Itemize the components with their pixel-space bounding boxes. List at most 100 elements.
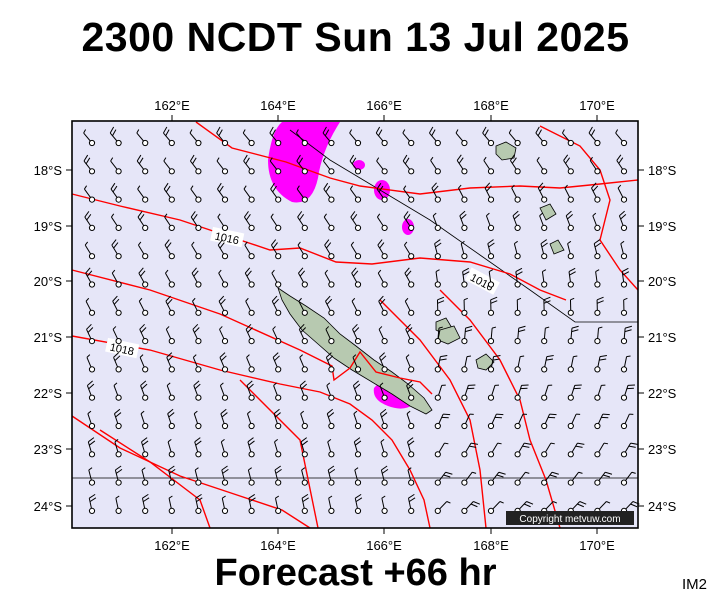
wind-barb xyxy=(85,297,96,316)
wind-barb xyxy=(168,495,175,514)
wind-barb xyxy=(111,269,122,288)
wind-barb xyxy=(193,410,202,430)
wind-barb xyxy=(272,326,282,345)
wind-barb xyxy=(138,297,149,316)
wind-barb xyxy=(459,210,468,231)
wind-barb xyxy=(620,240,628,260)
copyright-text: Copyright metvuw.com xyxy=(519,514,620,525)
wind-barb xyxy=(245,297,255,316)
wind-barb xyxy=(537,182,548,203)
wind-barb xyxy=(164,213,175,231)
wind-barb xyxy=(244,241,255,260)
wind-barb xyxy=(589,156,601,175)
wind-barb xyxy=(189,129,202,147)
wind-barb xyxy=(218,269,229,288)
wind-barb xyxy=(325,352,335,373)
wind-barb xyxy=(535,126,548,147)
wind-barb xyxy=(593,239,602,260)
wind-barb xyxy=(136,154,149,175)
wind-barb xyxy=(88,493,97,514)
wind-barb xyxy=(274,439,282,458)
wind-barb xyxy=(594,471,613,486)
wind-barb xyxy=(432,212,441,231)
wind-barb xyxy=(379,408,388,430)
island-east xyxy=(549,239,565,255)
wind-barb xyxy=(564,184,574,203)
ocean-area xyxy=(72,121,638,528)
wind-barb xyxy=(375,126,388,147)
lat-label-left: 19°S xyxy=(34,219,63,234)
wind-barb xyxy=(541,326,550,345)
wind-barb xyxy=(487,326,497,345)
wind-barb xyxy=(405,323,415,345)
wind-barb xyxy=(296,154,308,175)
wind-barb xyxy=(541,384,553,401)
lat-label-right: 24°S xyxy=(648,499,677,514)
wind-barb xyxy=(562,129,574,147)
wind-barb xyxy=(141,493,150,514)
wind-barb xyxy=(482,126,495,147)
wind-barb xyxy=(434,471,453,486)
wind-barb xyxy=(536,156,548,175)
wind-barb xyxy=(404,267,415,288)
wind-barb xyxy=(111,239,122,260)
wind-barb xyxy=(407,467,415,486)
wind-barb xyxy=(86,380,96,401)
contour-label-3: 1018 xyxy=(109,342,135,359)
wind-barb xyxy=(110,213,122,231)
wind-barb xyxy=(327,465,336,486)
wind-barb xyxy=(434,501,451,514)
wind-barb xyxy=(620,384,636,401)
wind-barb xyxy=(539,212,548,231)
wind-barb xyxy=(194,437,202,458)
wind-barb xyxy=(377,239,388,260)
wind-barb xyxy=(167,408,175,430)
wind-barb xyxy=(247,467,255,486)
wind-barb xyxy=(402,129,415,147)
lat-label-left: 18°S xyxy=(34,163,63,178)
wind-barb xyxy=(244,267,255,288)
wind-barb xyxy=(270,182,282,203)
copyright-box xyxy=(506,511,634,525)
lat-labels-right: 18°S 19°S 20°S 21°S 22°S 23°S 24°S xyxy=(648,163,677,514)
wind-barb xyxy=(430,156,441,175)
lon-label-top: 162°E xyxy=(154,98,190,113)
wind-barb xyxy=(109,126,122,147)
wind-barb xyxy=(567,442,585,458)
wind-barb xyxy=(514,413,527,430)
isobar-2 xyxy=(71,193,567,301)
wind-barb xyxy=(406,380,415,401)
isobars xyxy=(71,121,639,529)
wind-barb xyxy=(376,213,388,231)
lon-label-bottom: 170°E xyxy=(579,538,615,553)
wind-barb xyxy=(484,182,495,203)
wind-barb xyxy=(620,442,638,458)
wind-barb xyxy=(594,442,609,458)
wind-barb xyxy=(405,354,415,373)
lat-label-right: 21°S xyxy=(648,330,677,345)
wind-barb xyxy=(434,413,451,430)
wind-barb xyxy=(378,295,388,316)
lon-labels-bottom: 162°E 164°E 166°E 168°E 170°E xyxy=(154,538,615,553)
wind-barb xyxy=(216,126,229,147)
wind-barb xyxy=(403,185,415,203)
wind-barb xyxy=(328,495,335,514)
wind-barb xyxy=(217,213,229,231)
wind-barb xyxy=(217,239,229,260)
wind-barb xyxy=(167,439,175,458)
wind-barb xyxy=(221,495,229,514)
lat-label-left: 22°S xyxy=(34,386,63,401)
boundary-lines xyxy=(72,129,638,479)
wind-barb xyxy=(168,465,176,486)
lat-label-left: 20°S xyxy=(34,274,63,289)
wind-barb xyxy=(376,157,388,175)
wind-barb xyxy=(86,323,96,345)
wind-barb xyxy=(513,240,521,260)
wind-barb xyxy=(271,295,282,316)
wind-barb xyxy=(567,325,579,345)
wind-barb xyxy=(352,323,362,345)
wind-barb xyxy=(567,240,574,260)
wind-barb xyxy=(298,267,308,288)
wind-barb xyxy=(112,326,122,345)
wind-barb xyxy=(136,129,149,147)
